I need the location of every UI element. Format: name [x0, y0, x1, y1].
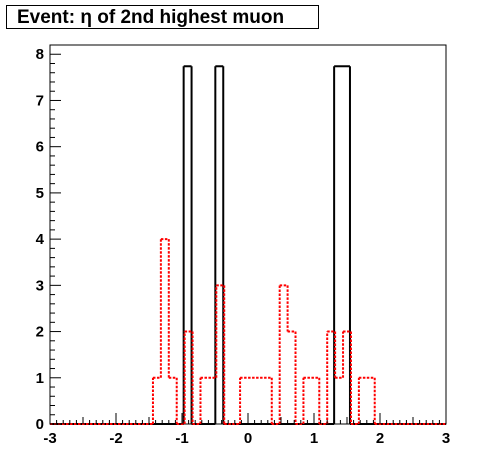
y-tick-label: 4	[36, 231, 45, 248]
x-tick-label: -2	[109, 430, 122, 447]
axis-layer: -3 -2 -1 0 1 2 3 0 1 2 3 4 5 6 7 8	[36, 44, 450, 447]
chart-title: Event: η of 2nd highest muon	[17, 7, 285, 28]
x-tick-label: -3	[43, 430, 56, 447]
y-tick-label: 0	[36, 416, 44, 433]
y-tick-label: 2	[36, 324, 44, 341]
y-tick-label: 5	[36, 185, 44, 202]
x-tick-label: 3	[442, 430, 450, 447]
plot-frame	[49, 44, 447, 425]
series-0	[50, 65, 446, 425]
chart-title-box: Event: η of 2nd highest muon	[6, 5, 319, 29]
y-tick-label: 1	[36, 370, 44, 387]
y-tick-label: 3	[36, 277, 44, 294]
x-tick-label: -1	[175, 430, 188, 447]
y-tick-label: 7	[36, 92, 44, 109]
y-tick-label: 6	[36, 139, 44, 156]
series-layer	[50, 65, 446, 425]
x-tick-label: 0	[244, 430, 252, 447]
x-tick-label: 1	[310, 430, 318, 447]
y-tick-label: 8	[36, 46, 44, 63]
x-tick-label: 2	[376, 430, 384, 447]
series-1	[50, 238, 446, 425]
